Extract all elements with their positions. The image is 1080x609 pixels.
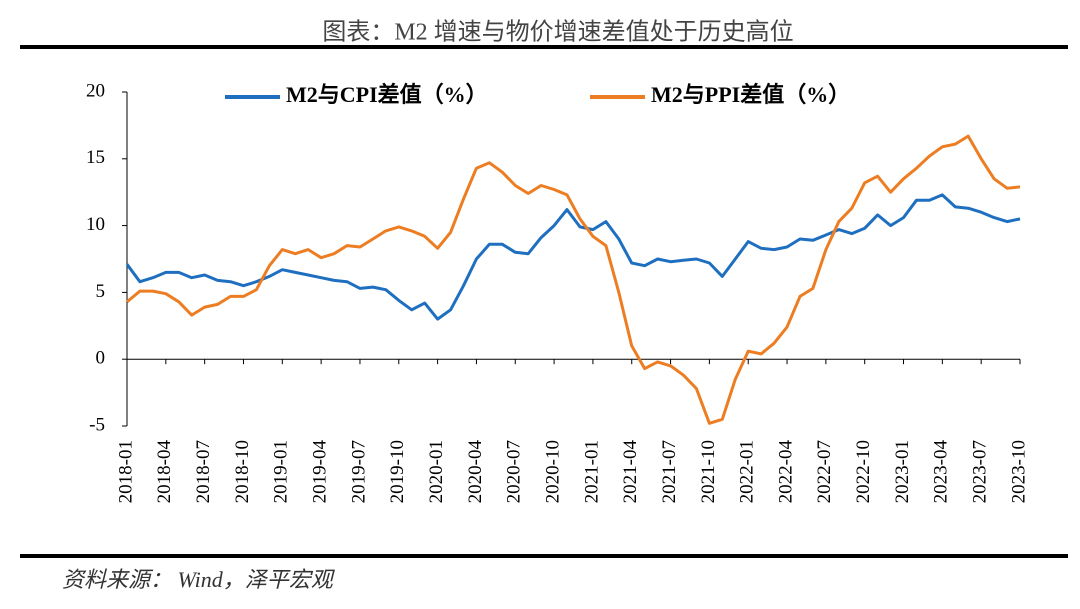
x-tick-label: 2022-07 [814, 440, 835, 503]
x-tick-label: 2021-01 [581, 440, 602, 503]
legend-label: M2与CPI差值（%） [286, 82, 488, 107]
series-line [125, 193, 1021, 321]
x-tick-label: 2020-10 [542, 440, 563, 503]
y-tick-label: -5 [89, 414, 105, 435]
x-tick-label: 2018-10 [232, 440, 253, 503]
x-tick-label: 2018-04 [154, 440, 175, 504]
x-tick-label: 2021-07 [659, 440, 680, 503]
x-tick-label: 2019-07 [348, 440, 369, 503]
x-tick-label: 2023-07 [970, 440, 991, 503]
x-tick-label: 2019-01 [271, 440, 292, 503]
series-line [126, 134, 1021, 425]
source: 资料来源： Wind，泽平宏观 [62, 567, 336, 592]
y-tick-label: 10 [86, 214, 105, 235]
x-tick-label: 2023-10 [1008, 440, 1029, 503]
x-tick-label: 2020-04 [465, 440, 486, 504]
x-tick-label: 2023-04 [931, 440, 952, 504]
x-tick-label: 2019-04 [309, 440, 330, 504]
x-tick-label: 2022-04 [775, 440, 796, 504]
y-tick-label: 20 [86, 80, 105, 101]
bottom-rule [20, 554, 1068, 558]
x-tick-label: 2021-10 [698, 440, 719, 503]
x-tick-label: 2021-04 [620, 440, 641, 504]
x-tick-label: 2020-01 [426, 440, 447, 503]
top-rule [20, 45, 1068, 49]
chart-title: 图表：M2 增速与物价增速差值处于历史高位 [322, 19, 793, 46]
x-tick-label: 2023-01 [892, 440, 913, 503]
y-tick-label: 5 [96, 281, 106, 302]
y-tick-label: 0 [96, 348, 106, 369]
x-tick-label: 2018-01 [115, 440, 136, 503]
y-tick-label: 15 [86, 147, 105, 168]
x-tick-label: 2018-07 [193, 440, 214, 503]
x-tick-label: 2020-07 [504, 440, 525, 503]
x-tick-label: 2022-10 [853, 440, 874, 503]
legend-label: M2与PPI差值（%） [651, 82, 850, 107]
x-tick-label: 2022-01 [737, 440, 758, 503]
x-tick-label: 2019-10 [387, 440, 408, 503]
